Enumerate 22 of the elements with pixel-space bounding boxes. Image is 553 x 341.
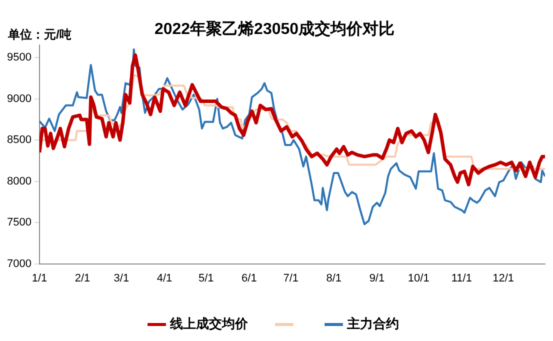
x-tick-label: 3/1 xyxy=(114,272,130,284)
x-tick-label: 2/1 xyxy=(74,272,90,284)
x-tick-label: 9/1 xyxy=(369,272,385,284)
x-tick-label: 8/1 xyxy=(326,272,342,284)
x-tick-label: 7/1 xyxy=(283,272,298,284)
y-tick-label: 8500 xyxy=(6,134,32,146)
x-tick-label: 5/1 xyxy=(198,272,214,284)
legend-label: 主力合约 xyxy=(346,316,399,332)
y-tick-label: 7500 xyxy=(6,216,32,229)
x-tick-label: 10/1 xyxy=(408,272,430,284)
chart-title: 2022年聚乙烯23050成交均价对比 xyxy=(154,19,395,38)
y-tick-label: 8000 xyxy=(6,175,32,188)
legend-label: 线上成交均价 xyxy=(168,316,249,332)
x-tick-label: 4/1 xyxy=(156,272,172,284)
y-tick-label: 9500 xyxy=(6,52,32,64)
x-tick-label: 1/1 xyxy=(32,272,48,284)
y-tick-label: 9000 xyxy=(6,92,32,105)
y-tick-label: 7000 xyxy=(6,258,32,270)
x-tick-label: 11/1 xyxy=(451,272,472,284)
x-tick-label: 6/1 xyxy=(242,272,257,284)
x-tick-label: 12/1 xyxy=(492,272,514,284)
y-axis-title: 单位：元/吨 xyxy=(7,28,72,42)
